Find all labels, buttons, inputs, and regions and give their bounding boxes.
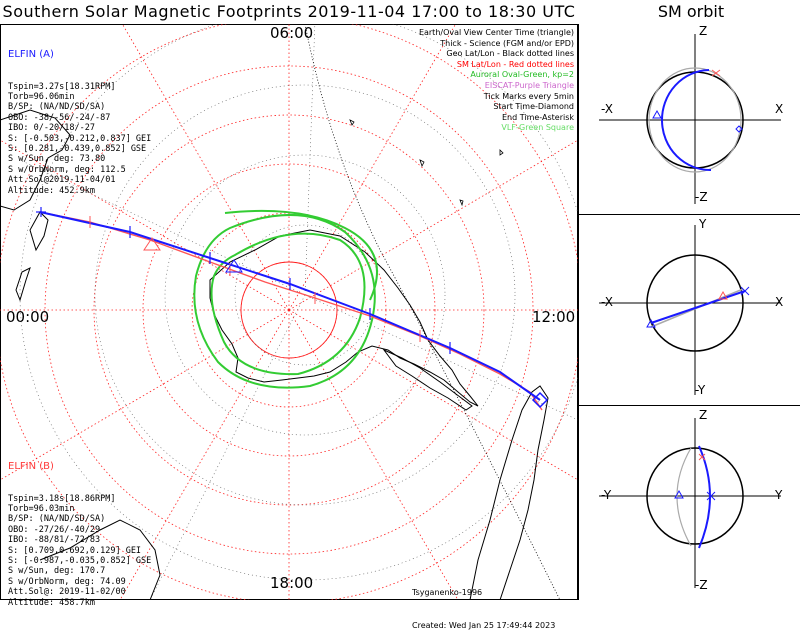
sm-lon-spokes	[0, 24, 578, 600]
legend-item: Tick Marks every 5min	[483, 91, 574, 101]
elfin-b-line: S: [-0.987,-0.035,0.852] GSE	[8, 556, 152, 567]
elfin-a-line: S w/OrbNorm, deg: 112.5	[8, 164, 126, 175]
end-asterisk	[36, 207, 46, 217]
credits: Tsyganenko-1996 Created: Wed Jan 25 17:4…	[412, 565, 555, 642]
islands	[349, 119, 504, 207]
auroral-ovals	[193, 209, 378, 389]
hour-label-right: 12:00	[532, 308, 576, 326]
legend-item: Earth/Oval View Center Time (triangle)	[418, 28, 574, 37]
south-america-coast	[469, 385, 549, 600]
orbit-panel-xz: Z -Z -X X	[578, 24, 800, 215]
legend-item: VLF-Green Square	[501, 123, 574, 133]
panel2-left: -X	[601, 295, 613, 309]
elfin-a-tick-marks	[129, 226, 451, 354]
panel1-right: X	[775, 102, 784, 116]
panel3-left: -Y	[601, 488, 612, 502]
legend-item: Thick - Science (FGM and/or EPD)	[440, 38, 574, 48]
elfin-a-line: Altitude: 452.9km	[8, 185, 95, 196]
elfin-b-line: S: [0.709,0.692,0.129] GEI	[8, 545, 142, 556]
panel3-right: Y	[775, 488, 783, 502]
polar-footprint-map	[0, 24, 578, 600]
elfin-a-line: S: [0.281,-0.439,0.852] GSE	[8, 144, 147, 155]
elfin-b-line: IBO: -88/81/-72/83	[8, 535, 101, 546]
legend-item: EISCAT-Purple Triangle	[484, 80, 574, 90]
panel2-top: Y	[699, 217, 707, 231]
elfin-a-name: ELFIN (A)	[8, 48, 54, 60]
created-credit: Created: Wed Jan 25 17:49:44 2023	[412, 621, 556, 630]
hour-label-bottom: 18:00	[270, 574, 314, 592]
panel2-right: X	[775, 295, 784, 309]
elfin-b-line: B/SP: (NA/ND/SD/SA)	[8, 514, 106, 525]
panel1-left: -X	[601, 102, 613, 116]
elfin-b-center-triangle	[143, 237, 161, 251]
start-diamond	[531, 391, 549, 409]
terminator-line	[304, 24, 561, 600]
elfin-a-line: Torb=96.06min	[8, 92, 75, 103]
orbit-plot-yz	[599, 418, 781, 588]
new-zealand-coast	[15, 211, 49, 302]
panel2-bottom: -Y	[695, 383, 706, 397]
orbit-panel-title: SM orbit	[657, 2, 725, 21]
model-credit: Tsyganenko-1996	[412, 588, 483, 597]
elfin-b-info: ELFIN (B) Tspin=3.18s[18.86RPM] Torb=96.0…	[8, 440, 151, 619]
elfin-a-line: S: [-0.503,-0.212,0.837] GEI	[8, 133, 152, 144]
legend-item: End Time-Asterisk	[501, 112, 574, 122]
australia-coast	[0, 109, 71, 211]
orbit-plot-xy	[599, 225, 781, 395]
elfin-a-track	[39, 211, 541, 401]
page-title: Southern Solar Magnetic Footprints 2019-…	[2, 2, 576, 21]
elfin-b-line: S w/Sun, deg: 170.7	[8, 566, 106, 577]
elfin-a-line: S w/Sun, deg: 73.80	[8, 154, 106, 165]
antarctic-peninsula	[382, 348, 473, 411]
panel1-top: Z	[699, 24, 708, 38]
elfin-a-line: IBO: 0/-20/18/-27	[8, 123, 95, 134]
legend-item: Auroral Oval-Green, kp=2	[470, 70, 574, 80]
hour-label-top: 06:00	[270, 24, 314, 42]
elfin-a-info: ELFIN (A) Tspin=3.27s[18.31RPM] Torb=96.0…	[8, 28, 151, 207]
elfin-a-line: OBO: -38/-56/-24/-87	[8, 112, 111, 123]
panel3-bottom: -Z	[695, 578, 708, 592]
elfin-a-line: B/SP: (NA/ND/SD/SA)	[8, 102, 106, 113]
elfin-b-line: Att.Sol@: 2019-11-02/00	[8, 587, 126, 598]
legend-item: SM Lat/Lon - Red dotted lines	[456, 59, 574, 69]
orbit-plot-xz	[599, 34, 781, 204]
panel1-bottom: -Z	[695, 190, 708, 204]
legend-item: Geo Lat/Lon - Black dotted lines	[446, 49, 574, 59]
antarctica-coast	[209, 229, 479, 407]
elfin-b-line: Altitude: 458.7km	[8, 597, 95, 608]
orbit-panel-yz: Z -Z -Y Y	[578, 406, 800, 600]
elfin-b-line: S w/OrbNorm, deg: 74.09	[8, 576, 126, 587]
elfin-b-line: Tspin=3.18s[18.86RPM]	[8, 493, 116, 504]
panel3-top: Z	[699, 408, 708, 422]
elfin-b-name: ELFIN (B)	[8, 460, 54, 472]
elfin-b-line: OBO: -27/26/-40/29	[8, 524, 101, 535]
hour-label-left: 00:00	[6, 308, 50, 326]
elfin-a-center-triangle	[225, 259, 243, 273]
elfin-a-line: Tspin=3.27s[18.31RPM]	[8, 81, 116, 92]
elfin-b-track	[39, 211, 543, 411]
elfin-b-line: Torb=96.03min	[8, 504, 75, 515]
africa-coast	[39, 519, 161, 600]
legend-item: Start Time-Diamond	[493, 102, 574, 112]
elfin-a-line: Att.Sol@2019-11-04/01	[8, 175, 116, 186]
orbit-panel-xy: Y -Y -X X	[578, 215, 800, 406]
map-legend: Earth/Oval View Center Time (triangle) Th…	[419, 28, 574, 134]
